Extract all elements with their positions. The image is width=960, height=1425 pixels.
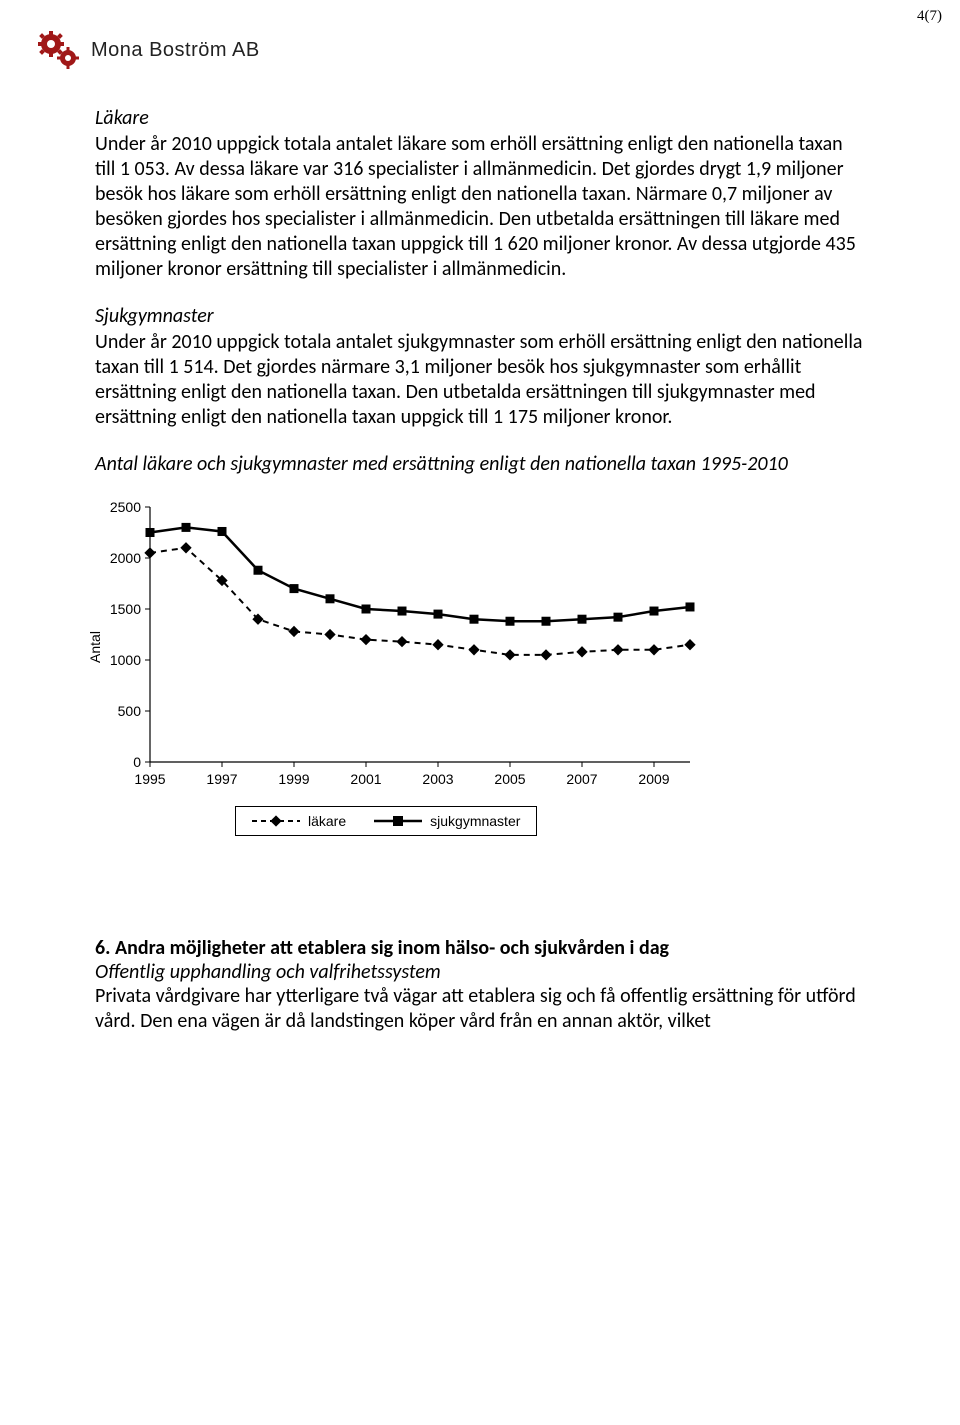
legend-item-lakare: läkare <box>252 813 346 829</box>
chart-caption: Antal läkare och sjukgymnaster med ersät… <box>95 452 865 477</box>
svg-text:1995: 1995 <box>134 771 165 787</box>
svg-text:2007: 2007 <box>566 771 597 787</box>
legend-swatch-dashed <box>252 814 300 828</box>
line-chart: 0 500 1000 1500 2000 2500 Antal 1995 1997 1999 200… <box>85 497 865 836</box>
company-name: Mona Boström AB <box>91 39 260 62</box>
section-6-heading: 6. Andra möjligheter att etablera sig in… <box>95 936 865 960</box>
legend-label: läkare <box>308 813 346 829</box>
sjukgymnaster-body: Under år 2010 uppgick totala antalet sju… <box>95 330 865 430</box>
section-6-subheading: Offentlig upphandling och valfrihetssyst… <box>95 960 865 984</box>
legend-swatch-solid <box>374 814 422 828</box>
lakare-heading: Läkare <box>95 106 865 130</box>
svg-text:2500: 2500 <box>110 499 141 515</box>
svg-text:2005: 2005 <box>494 771 525 787</box>
legend-label: sjukgymnaster <box>430 813 520 829</box>
svg-text:2000: 2000 <box>110 550 141 566</box>
gear-icon <box>35 30 85 70</box>
svg-text:0: 0 <box>133 754 141 770</box>
svg-text:1999: 1999 <box>278 771 309 787</box>
sjukgymnaster-heading: Sjukgymnaster <box>95 304 865 328</box>
legend-item-sjuk: sjukgymnaster <box>374 813 520 829</box>
lakare-body: Under år 2010 uppgick totala antalet läk… <box>95 132 865 282</box>
svg-text:1500: 1500 <box>110 601 141 617</box>
svg-text:2009: 2009 <box>638 771 669 787</box>
svg-text:2001: 2001 <box>350 771 381 787</box>
svg-text:Antal: Antal <box>87 631 103 663</box>
svg-text:1000: 1000 <box>110 652 141 668</box>
section-6-body: Privata vårdgivare har ytterligare två v… <box>95 984 865 1034</box>
chart-legend: läkare sjukgymnaster <box>235 806 537 836</box>
page-number: 4(7) <box>917 8 942 25</box>
company-logo: Mona Boström AB <box>35 30 865 70</box>
svg-text:500: 500 <box>118 703 142 719</box>
svg-text:2003: 2003 <box>422 771 453 787</box>
svg-text:1997: 1997 <box>206 771 237 787</box>
